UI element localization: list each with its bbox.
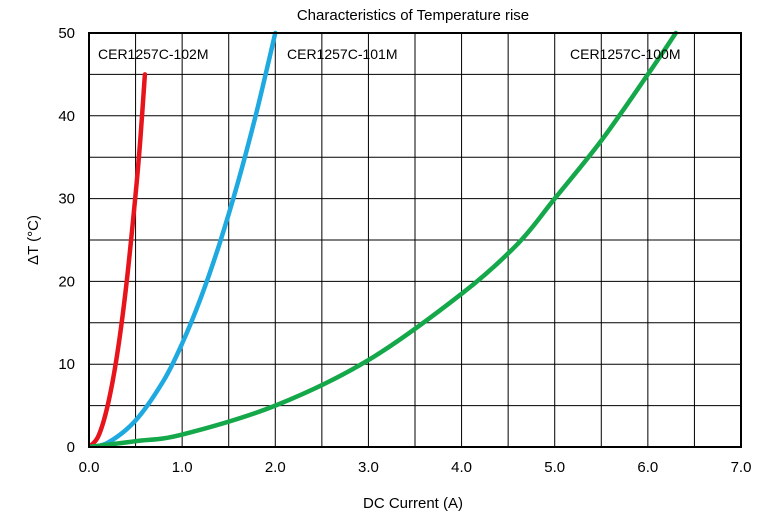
series-line [89, 30, 679, 447]
series-label: CER1257C-100M [570, 46, 681, 62]
x-tick-label: 5.0 [544, 459, 565, 476]
x-tick-label: 1.0 [172, 459, 193, 476]
y-axis-label: ΔT (°C) [25, 215, 42, 265]
x-axis-label: DC Current (A) [363, 495, 463, 512]
y-tick-label: 10 [58, 356, 75, 373]
y-tick-label: 40 [58, 108, 75, 125]
y-tick-label: 30 [58, 191, 75, 208]
grid [89, 33, 741, 447]
y-tick-label: 20 [58, 273, 75, 290]
series-label: CER1257C-101M [287, 46, 398, 62]
plot-frame [88, 32, 742, 448]
x-tick-label: 6.0 [637, 459, 658, 476]
chart-title: Characteristics of Temperature rise [297, 7, 529, 24]
x-tick-label: 2.0 [265, 459, 286, 476]
x-tick-label: 3.0 [358, 459, 379, 476]
y-tick-labels: 0 10 20 30 40 50 [58, 25, 75, 456]
x-tick-label: 4.0 [451, 459, 472, 476]
x-tick-label: 7.0 [731, 459, 752, 476]
y-tick-label: 50 [58, 25, 75, 42]
x-tick-labels: 0.0 1.0 2.0 3.0 4.0 5.0 6.0 7.0 [79, 459, 752, 476]
series-labels: CER1257C-102M CER1257C-101M CER1257C-100M [98, 46, 681, 62]
x-tick-label: 0.0 [79, 459, 100, 476]
series-label: CER1257C-102M [98, 46, 209, 62]
series-line [89, 72, 148, 447]
series-layer [89, 30, 679, 447]
y-tick-label: 0 [67, 439, 75, 456]
series-line [89, 30, 278, 447]
